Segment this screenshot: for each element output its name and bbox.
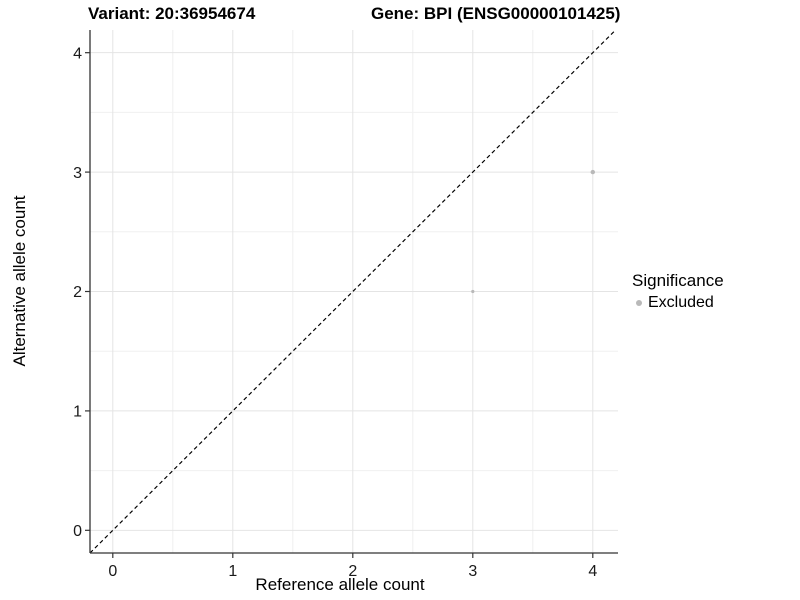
- data-point: [471, 289, 475, 294]
- y-tick-label: 3: [73, 165, 82, 182]
- y-tick-label: 1: [73, 404, 82, 421]
- y-tick-label: 4: [73, 45, 82, 62]
- y-tick-label: 2: [73, 284, 82, 301]
- excluded-point-icon: [636, 300, 642, 306]
- legend-item-label: Excluded: [648, 294, 714, 311]
- legend-item-excluded: Excluded: [632, 294, 724, 312]
- x-axis-title: Reference allele count: [255, 575, 425, 594]
- x-tick-label: 3: [468, 563, 477, 580]
- legend-title: Significance: [632, 271, 724, 290]
- x-tick-label: 1: [228, 563, 237, 580]
- variant-title: Variant: 20:36954674: [88, 4, 256, 23]
- legend: Significance Excluded: [632, 271, 724, 312]
- x-tick-label: 2: [348, 563, 357, 580]
- data-point: [590, 169, 595, 175]
- identity-line: [89, 29, 617, 554]
- gene-title: Gene: BPI (ENSG00000101425): [371, 4, 621, 23]
- x-tick-label: 4: [588, 563, 597, 580]
- y-axis-title: Alternative allele count: [10, 195, 29, 367]
- y-tick-label: 0: [73, 523, 82, 540]
- x-tick-label: 0: [108, 563, 117, 580]
